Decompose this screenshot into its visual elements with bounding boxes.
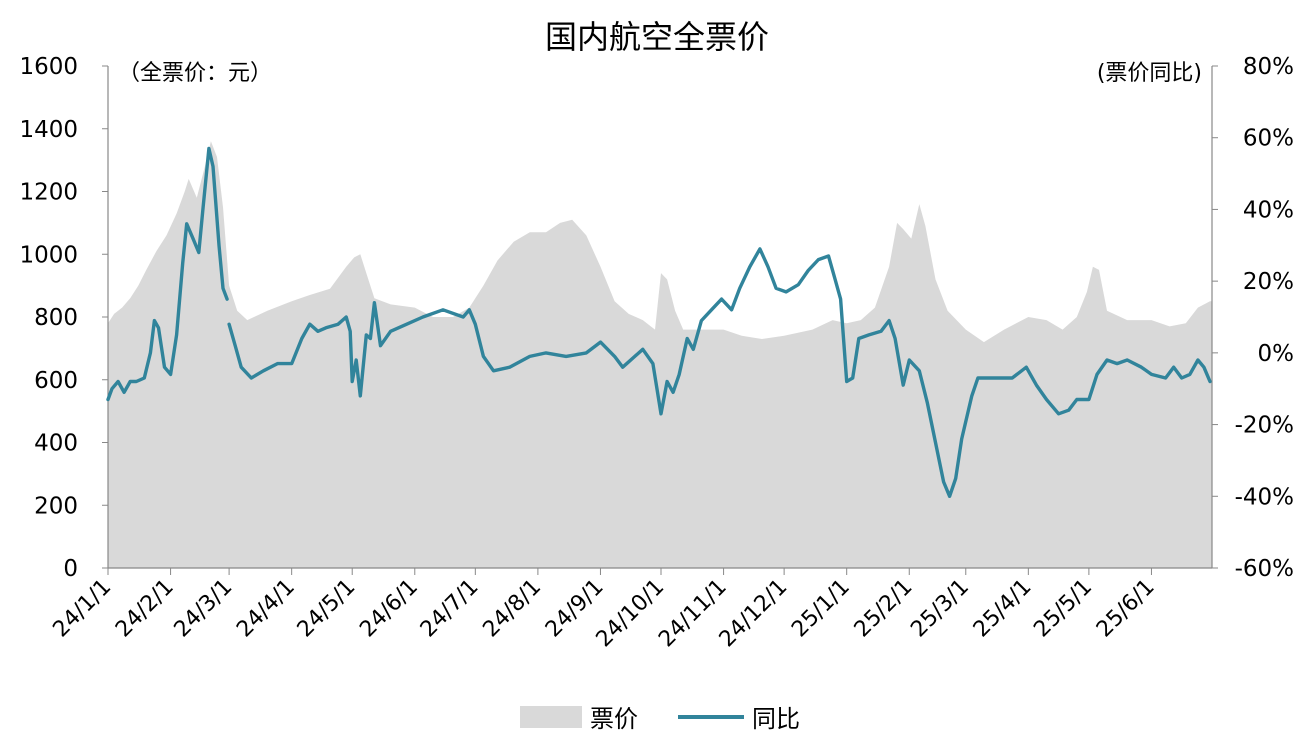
yoy-line-layer <box>106 146 1212 498</box>
x-tick-label: 24/5/1 <box>293 575 361 643</box>
left-axis-label: （全票价：元） <box>118 61 272 86</box>
x-tick-label: 25/6/1 <box>1092 575 1160 643</box>
x-tick-label: 25/2/1 <box>850 575 918 643</box>
left-tick-label: 600 <box>34 368 78 394</box>
right-tick-label: -60% <box>1235 556 1294 582</box>
right-tick-label: 60% <box>1243 126 1294 152</box>
right-tick-label: 40% <box>1243 197 1294 223</box>
legend: 票价 同比 <box>520 705 800 733</box>
axes-layer <box>102 65 1218 575</box>
x-tick-label: 24/6/1 <box>355 575 423 643</box>
x-tick-label: 24/8/1 <box>478 575 546 643</box>
right-tick-label: 0% <box>1258 341 1295 367</box>
right-tick-label: -20% <box>1235 413 1294 439</box>
yoy-line-segment <box>106 146 229 402</box>
x-tick-label: 24/7/1 <box>416 575 484 643</box>
x-tick-labels: 24/1/124/2/124/3/124/4/124/5/124/6/124/7… <box>48 575 1159 653</box>
left-tick-label: 800 <box>34 305 78 331</box>
right-tick-labels: -60% -40% -20% 0% 20% 40% 60% 80% <box>1235 54 1294 582</box>
left-tick-label: 1400 <box>19 117 78 143</box>
right-tick-label: 80% <box>1243 54 1294 80</box>
price-area <box>108 141 1212 569</box>
x-tick-label: 24/2/1 <box>111 575 179 643</box>
yoy-line-segment <box>227 247 1212 498</box>
left-tick-label: 1000 <box>19 242 78 268</box>
legend-price-swatch <box>520 706 582 728</box>
left-tick-labels: 0 200 400 600 800 1000 1200 1400 1600 <box>19 54 78 582</box>
price-area-layer <box>108 141 1212 569</box>
right-tick-label: -40% <box>1235 484 1294 510</box>
x-tick-label: 24/12/1 <box>715 575 793 653</box>
right-tick-label: 20% <box>1243 269 1294 295</box>
x-tick-label: 24/10/1 <box>592 575 670 653</box>
x-tick-label: 25/1/1 <box>787 575 855 643</box>
legend-yoy-label: 同比 <box>752 705 800 733</box>
x-tick-label: 24/1/1 <box>48 575 116 643</box>
legend-price-label: 票价 <box>590 705 638 733</box>
left-tick-label: 400 <box>34 431 78 457</box>
left-tick-label: 0 <box>63 556 78 582</box>
chart-title: 国内航空全票价 <box>545 18 769 56</box>
left-tick-label: 1200 <box>19 180 78 206</box>
left-tick-label: 200 <box>34 493 78 519</box>
x-tick-label: 25/4/1 <box>969 575 1037 643</box>
x-tick-label: 24/3/1 <box>170 575 238 643</box>
right-axis-label: (票价同比) <box>1097 61 1202 86</box>
x-tick-label: 24/4/1 <box>232 575 300 643</box>
left-tick-label: 1600 <box>19 54 78 80</box>
x-tick-label: 25/3/1 <box>906 575 974 643</box>
x-tick-label: 25/5/1 <box>1029 575 1097 643</box>
